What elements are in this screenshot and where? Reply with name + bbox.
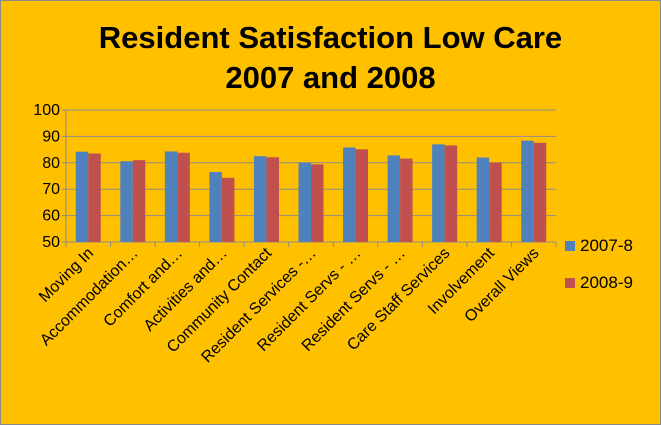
bar-series2 [489,162,502,242]
bar-series1 [75,151,89,242]
y-tick-label: 80 [42,155,60,172]
y-tick-label: 90 [42,128,60,145]
bar-series1 [476,157,490,242]
y-tick-label: 60 [42,208,60,225]
bar-series1 [253,156,267,242]
legend-swatch [565,278,575,288]
chart-title-line1: Resident Satisfaction Low Care [98,20,563,55]
legend-label: 2007-8 [580,236,633,255]
chart-title-line2: 2007 and 2008 [225,60,436,95]
bar-series1 [164,151,178,242]
bar-series2 [177,152,190,242]
bar-series2 [400,158,413,242]
y-tick-label: 50 [42,234,60,251]
bar-series2 [533,142,547,242]
bar-series2 [444,145,458,242]
legend-swatch [565,241,575,251]
chart-title: Resident Satisfaction Low Care 2007 and … [0,18,661,98]
bar-series2 [311,164,324,242]
legend-label: 2008-9 [580,273,633,292]
bar-series2 [221,177,235,242]
bar-series1 [432,144,445,242]
bar-series2 [355,149,369,242]
bar-series1 [343,147,356,242]
y-tick-label: 70 [42,181,60,198]
bar-series1 [387,155,401,242]
bar-series1 [209,172,222,242]
bar-series2 [266,157,279,242]
x-category-label: Comfort and… [101,245,187,331]
bar-series1 [298,162,311,242]
bar-series1 [521,140,534,242]
y-tick-label: 100 [33,102,60,119]
bar-series1 [120,161,133,242]
bar-series2 [88,153,101,242]
bar-series2 [132,160,146,242]
